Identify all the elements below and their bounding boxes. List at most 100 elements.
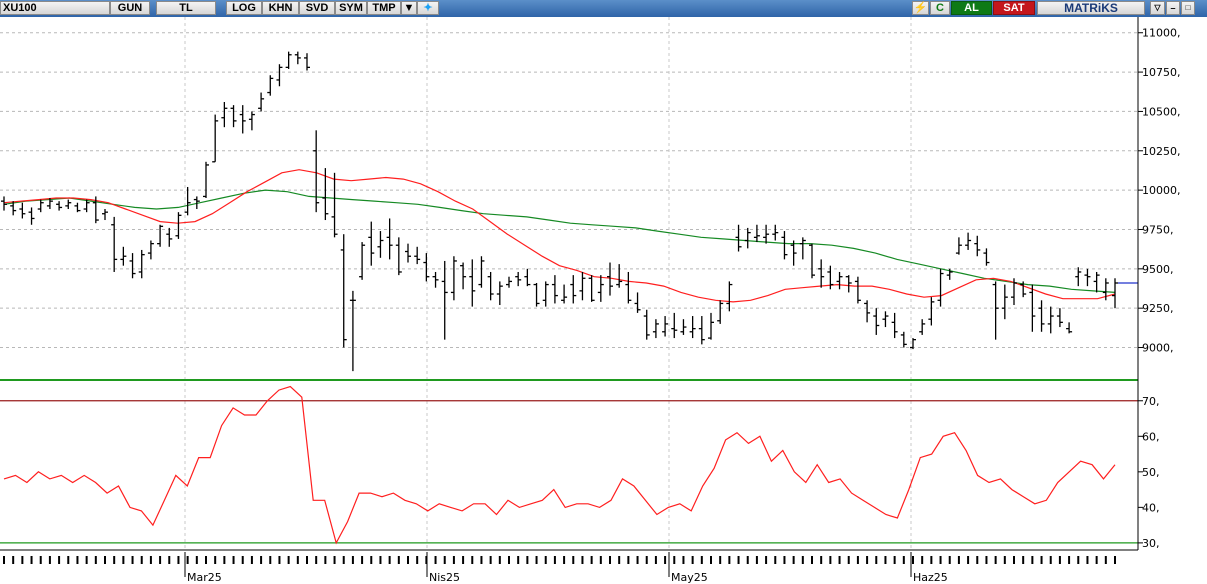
- ohlc-bar: [221, 101, 228, 128]
- ohlc-bar: [258, 92, 265, 112]
- ohlc-bar: [570, 275, 577, 304]
- sell-button[interactable]: SAT: [993, 1, 1035, 15]
- ohlc-bar: [74, 202, 81, 213]
- ohlc-bar: [1093, 271, 1100, 293]
- ohlc-bar: [1112, 278, 1118, 309]
- ohlc-bar: [193, 196, 200, 210]
- price-chart[interactable]: 11000, 10750, 10500, 10250, 10000, 9750, 9500,…: [0, 17, 1207, 584]
- ohlc-bar: [1056, 308, 1063, 328]
- ohlc-bar: [203, 161, 209, 198]
- ohlc-bar: [322, 168, 329, 221]
- price-tick-label: 11000,: [1142, 27, 1181, 40]
- ohlc-bar: [652, 319, 659, 339]
- ohlc-bar: [772, 224, 779, 241]
- ohlc-bar: [1075, 267, 1082, 287]
- ohlc-bar: [625, 271, 632, 304]
- rsi-panel: 70, 60, 50, 40, 30,: [0, 379, 1160, 550]
- lightning-icon[interactable]: ⚡: [912, 1, 929, 15]
- ohlc-bar: [753, 224, 760, 243]
- month-label: Mar25: [187, 571, 222, 584]
- currency-button[interactable]: TL: [156, 1, 216, 15]
- month-label: Nis25: [429, 571, 460, 584]
- log-button[interactable]: LOG: [226, 1, 262, 15]
- ohlc-bar: [111, 216, 118, 272]
- period-button[interactable]: GUN: [110, 1, 150, 15]
- ohlc-bar: [331, 172, 338, 238]
- rsi-tick-label: 40,: [1142, 501, 1160, 514]
- price-tick-label: 9250,: [1142, 302, 1174, 315]
- ohlc-bar: [267, 75, 274, 96]
- ohlc-bar: [799, 237, 806, 260]
- ohlc-bar: [882, 311, 889, 328]
- ohlc-bar: [212, 114, 219, 163]
- ohlc-bar: [487, 271, 494, 301]
- ohlc-bar: [836, 271, 843, 290]
- month-label: Haz25: [913, 571, 948, 584]
- ohlc-bar: [671, 312, 678, 339]
- ohlc-bar: [873, 308, 880, 335]
- ohlc-bar: [1102, 278, 1109, 301]
- ohlc-bar: [919, 319, 926, 335]
- ohlc-bar: [965, 232, 972, 250]
- ohlc-bar: [781, 231, 788, 260]
- twitter-bird-icon[interactable]: ✦: [417, 1, 439, 15]
- buy-button[interactable]: AL: [951, 1, 992, 15]
- ohlc-bar: [524, 268, 531, 287]
- chart-toolbar: XU100 GUN TL LOG KHN SVD SYM TMP ▼ ✦ ⚡ C…: [0, 0, 1207, 17]
- price-tick-label: 10750,: [1142, 66, 1181, 79]
- brand-logo: MATRiKS: [1037, 1, 1145, 15]
- ohlc-bar: [184, 186, 191, 216]
- ohlc-bar: [680, 319, 687, 335]
- ohlc-bar: [368, 221, 375, 266]
- ohlc-bar: [37, 199, 44, 213]
- chart-axes: [0, 17, 1139, 564]
- ohlc-bar: [634, 292, 641, 313]
- ohlc-bar: [809, 243, 815, 279]
- ohlc-bar: [662, 316, 669, 337]
- ohlc-bar: [129, 253, 136, 279]
- ohlc-bar: [910, 338, 916, 350]
- ohlc-bar: [588, 275, 595, 302]
- minimize-icon[interactable]: –: [1166, 1, 1180, 15]
- slow-moving-average-line: [3, 189, 1116, 293]
- rsi-tick-label: 70,: [1142, 395, 1160, 408]
- ohlc-bar: [1084, 268, 1091, 287]
- ohlc-bar: [432, 271, 439, 288]
- collapse-icon[interactable]: ▽: [1150, 1, 1165, 15]
- symbol-field[interactable]: XU100: [0, 1, 110, 15]
- ohlc-bar: [239, 105, 246, 134]
- ohlc-bar: [349, 290, 356, 372]
- ohlc-bar: [937, 268, 944, 307]
- ohlc-bar: [616, 264, 623, 288]
- ohlc-bar: [441, 260, 448, 340]
- ohlc-bar: [955, 237, 962, 255]
- ohlc-bar: [138, 249, 145, 279]
- ohlc-bar: [166, 227, 173, 247]
- ohlc-bar: [276, 64, 283, 87]
- ohlc-bar: [147, 240, 154, 260]
- ohlc-bar: [763, 224, 770, 244]
- maximize-icon[interactable]: □: [1181, 1, 1195, 15]
- price-tick-label: 9750,: [1142, 223, 1174, 236]
- ohlc-bar: [744, 227, 751, 249]
- price-tick-label: 10250,: [1142, 145, 1181, 158]
- khn-button[interactable]: KHN: [262, 1, 299, 15]
- fast-moving-average-line: [3, 169, 1116, 303]
- price-tick-label: 10500,: [1142, 105, 1181, 118]
- tmp-button[interactable]: TMP: [367, 1, 401, 15]
- ohlc-bar: [469, 259, 476, 307]
- ohlc-bar: [496, 281, 503, 306]
- rsi-tick-label: 60,: [1142, 430, 1160, 443]
- ohlc-bar: [386, 218, 393, 260]
- chart-grid: 11000, 10750, 10500, 10250, 10000, 9750, 9500,…: [0, 17, 1181, 584]
- caret-down-icon[interactable]: ▼: [401, 1, 417, 15]
- ohlc-bar: [818, 259, 825, 288]
- ohlc-bar: [313, 130, 320, 213]
- ohlc-bar: [46, 198, 53, 210]
- sym-button[interactable]: SYM: [335, 1, 367, 15]
- ohlc-bar: [689, 316, 696, 339]
- c-button[interactable]: C: [930, 1, 950, 15]
- ohlc-bar: [92, 196, 99, 224]
- svd-button[interactable]: SVD: [299, 1, 335, 15]
- ohlc-bar: [827, 265, 834, 290]
